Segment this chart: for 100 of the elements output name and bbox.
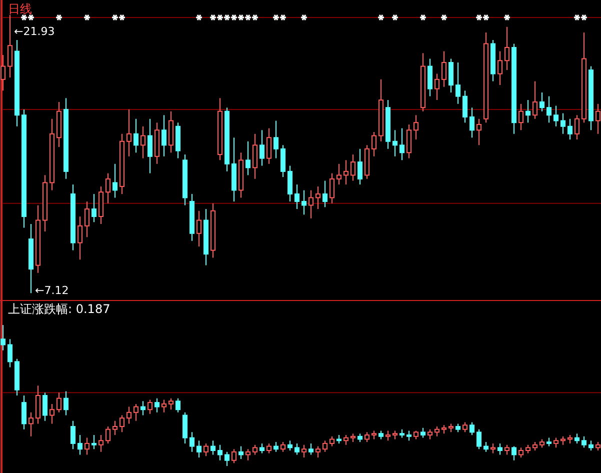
candlestick — [176, 398, 180, 413]
candlestick — [232, 448, 236, 464]
candlestick — [574, 433, 580, 444]
candlestick — [288, 440, 292, 451]
candlestick — [140, 400, 146, 416]
candlestick — [8, 14, 12, 78]
candlestick — [540, 92, 544, 112]
candlestick — [498, 50, 502, 86]
candlestick — [330, 172, 334, 204]
candlestick — [0, 54, 6, 92]
candlestick — [280, 144, 286, 178]
candlestick — [344, 160, 348, 186]
candlestick — [252, 133, 258, 180]
candlestick — [294, 184, 300, 210]
candlestick — [56, 392, 62, 413]
candlestick — [448, 58, 454, 94]
candlestick — [476, 428, 482, 450]
candlestick — [260, 130, 264, 166]
candlestick — [400, 128, 404, 161]
candlestick — [574, 114, 580, 140]
candlestick — [582, 436, 586, 448]
candlestick — [266, 128, 272, 164]
candlestick — [322, 180, 328, 208]
candlestick — [154, 398, 160, 413]
candlestick — [476, 118, 482, 146]
candlestick — [302, 444, 306, 458]
candlestick — [98, 434, 104, 452]
candlestick — [554, 437, 558, 448]
candlestick — [246, 448, 250, 461]
candlestick — [50, 403, 54, 424]
candlestick — [148, 118, 152, 174]
candlestick — [462, 422, 468, 433]
candlestick — [182, 412, 188, 444]
candlestick — [148, 399, 152, 414]
candlestick — [246, 140, 250, 176]
candlestick — [308, 442, 314, 456]
candlestick — [92, 193, 96, 223]
candlestick — [204, 442, 208, 457]
candlestick — [470, 422, 474, 436]
candlestick — [112, 420, 118, 436]
candlestick — [84, 437, 90, 456]
candlestick — [70, 420, 76, 450]
candlestick — [0, 324, 6, 351]
candlestick — [196, 210, 202, 248]
candlestick — [126, 406, 132, 424]
candlestick — [406, 430, 412, 442]
candlestick — [302, 190, 306, 216]
candlestick — [308, 190, 314, 219]
candlestick — [414, 114, 418, 140]
candlestick — [532, 80, 538, 120]
candlestick — [260, 442, 264, 454]
candlestick — [596, 103, 600, 134]
candlestick — [274, 120, 278, 159]
candlestick — [84, 200, 90, 238]
chart-title: 上证涨跌幅: 0.187 — [8, 302, 110, 316]
candlestick — [274, 442, 278, 452]
candlestick — [42, 392, 48, 422]
chart-title: 日线 — [8, 2, 32, 16]
candlestick — [392, 130, 398, 157]
candlestick — [588, 440, 594, 451]
candlestick — [106, 172, 110, 204]
candlestick — [106, 426, 110, 444]
candlestick — [350, 154, 356, 182]
candlestick — [162, 114, 166, 157]
candlestick — [428, 428, 432, 440]
candlestick — [238, 446, 244, 460]
candlestick — [512, 446, 516, 461]
candlestick — [64, 390, 68, 416]
candlestick — [28, 412, 34, 437]
candlestick — [78, 216, 82, 260]
candlestick — [190, 432, 194, 452]
candlestick — [36, 385, 40, 424]
candlestick — [162, 399, 166, 413]
candlestick — [456, 62, 460, 104]
annotation: ←21.93 — [14, 25, 55, 38]
candlestick — [386, 430, 390, 442]
candlestick — [560, 112, 566, 134]
candlestick — [218, 444, 222, 461]
candlestick — [344, 434, 348, 446]
candlestick — [554, 105, 558, 127]
candlestick — [316, 186, 320, 210]
candlestick — [78, 434, 82, 456]
candlestick — [224, 451, 230, 466]
candlestick — [294, 442, 300, 456]
candlestick — [330, 436, 334, 447]
candlestick — [92, 434, 96, 450]
candlestick — [266, 442, 272, 454]
candlestick — [8, 338, 12, 368]
candlestick — [518, 447, 524, 458]
candlestick — [442, 50, 446, 88]
candlestick — [22, 395, 26, 430]
candlestick — [406, 124, 412, 159]
candlestick — [484, 442, 488, 452]
candlestick — [420, 427, 426, 438]
candlestick — [134, 403, 138, 422]
candlestick — [364, 432, 370, 443]
candlestick — [288, 165, 292, 202]
candlestick — [526, 100, 530, 124]
candlestick — [518, 103, 524, 131]
candlestick — [322, 440, 328, 452]
